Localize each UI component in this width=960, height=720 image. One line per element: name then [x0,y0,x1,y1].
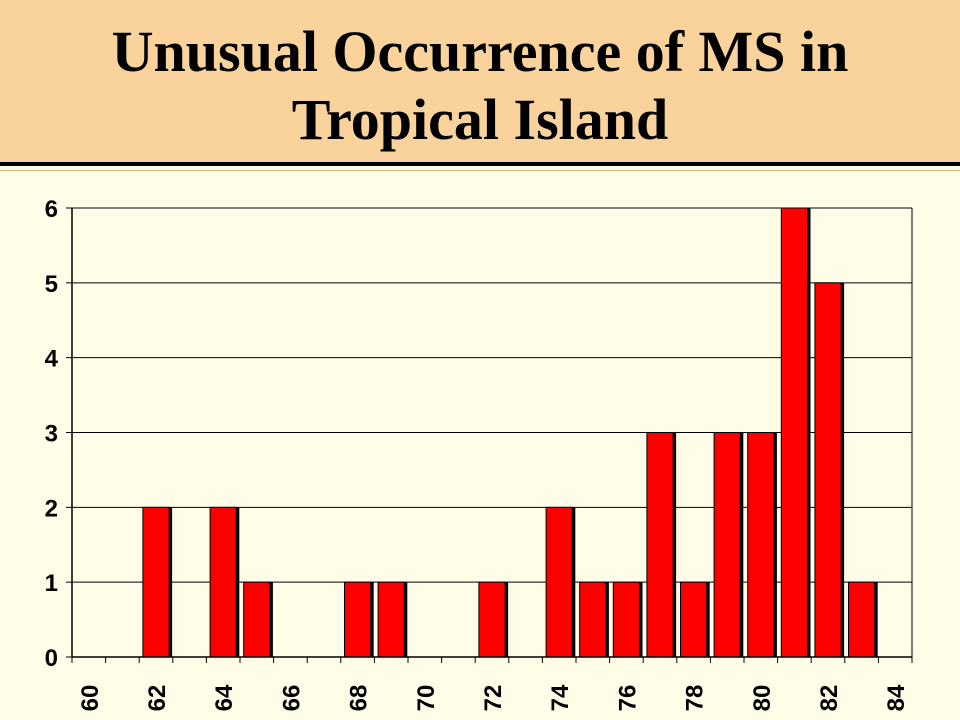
bar-76 [612,581,641,658]
x-tick-label: 64 [211,684,238,711]
x-tick-label: 72 [480,685,507,712]
header-divider [0,162,960,166]
bar-79 [713,432,741,658]
x-tick-label: 76 [614,685,641,712]
x-tick-label: 84 [883,684,910,711]
y-tick-label: 5 [45,271,58,298]
header-divider-thin [0,170,960,171]
bar-65 [243,581,271,658]
bar-81 [780,207,809,658]
x-tick-label: 68 [346,685,373,712]
x-tick-label: 82 [816,685,843,712]
bar-83 [847,581,876,658]
bar-69 [377,581,405,658]
bar-78 [679,581,708,658]
y-tick-label: 2 [45,495,58,522]
bar-74 [545,506,573,658]
y-tick-label: 6 [45,196,58,223]
x-tick-label: 74 [547,684,574,711]
x-tick-label: 80 [749,685,776,712]
bar-77 [646,432,674,658]
bar-82 [814,282,842,658]
x-tick-label: 60 [77,685,104,712]
bar-75 [579,581,607,658]
bar-68 [343,581,372,658]
bar-62 [142,506,170,658]
slide-title-line2: Tropical Island [291,87,669,152]
y-tick-label: 3 [45,421,58,448]
bar-80 [747,432,775,658]
x-tick-label: 70 [413,685,440,712]
slide-header: Unusual Occurrence of MS in Tropical Isl… [0,0,960,164]
y-tick-label: 1 [45,570,58,597]
bar-64 [209,506,237,658]
bar-72 [478,581,506,658]
x-tick-label: 78 [682,685,709,712]
x-tick-label: 62 [144,685,171,712]
y-tick-label: 4 [45,346,59,373]
slide-title-line1: Unusual Occurrence of MS in [111,19,849,84]
x-tick-label: 66 [278,685,305,712]
y-tick-label: 0 [45,645,58,672]
slide-title: Unusual Occurrence of MS in Tropical Isl… [0,18,960,154]
